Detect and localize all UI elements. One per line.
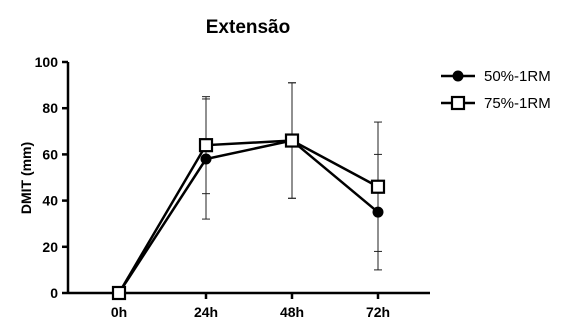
legend-marker-75-1rm [450, 95, 466, 111]
y-tick-label: 40 [42, 193, 58, 209]
legend: 50%-1RM 75%-1RM [441, 68, 551, 112]
legend-label-50-1rm: 50%-1RM [484, 68, 551, 85]
series-line-50-1rm [117, 139, 379, 294]
error-bars [202, 82, 382, 271]
data-point-75-1rm [198, 138, 214, 153]
y-tick-label: 80 [42, 100, 58, 116]
x-tick-label: 24h [194, 304, 218, 320]
x-tick-label: 48h [280, 304, 304, 320]
chart-title: Extensão [206, 17, 290, 38]
x-tick-label: 0h [111, 304, 127, 320]
x-tick-label: 72h [366, 304, 390, 320]
data-point-75-1rm [111, 285, 127, 301]
y-tick-label: 60 [42, 146, 58, 162]
y-tick-label: 100 [35, 54, 59, 70]
data-point-50-1rm [372, 206, 384, 218]
series-line-75-1rm [117, 139, 379, 294]
y-tick-label: 20 [42, 239, 58, 255]
legend-label-75-1rm: 75%-1RM [484, 95, 551, 112]
data-point-75-1rm [284, 133, 300, 148]
data-point-50-1rm [200, 153, 212, 165]
y-axis-label: DMIT (mm) [18, 142, 34, 214]
legend-marker-50-1rm [452, 70, 464, 82]
data-point-75-1rm [370, 179, 386, 194]
series-lines [117, 139, 379, 294]
axes: 0 20 40 60 80 100 0h 24h 48h 72h [35, 54, 430, 320]
y-tick-label: 0 [50, 285, 58, 301]
series-markers [111, 133, 386, 301]
